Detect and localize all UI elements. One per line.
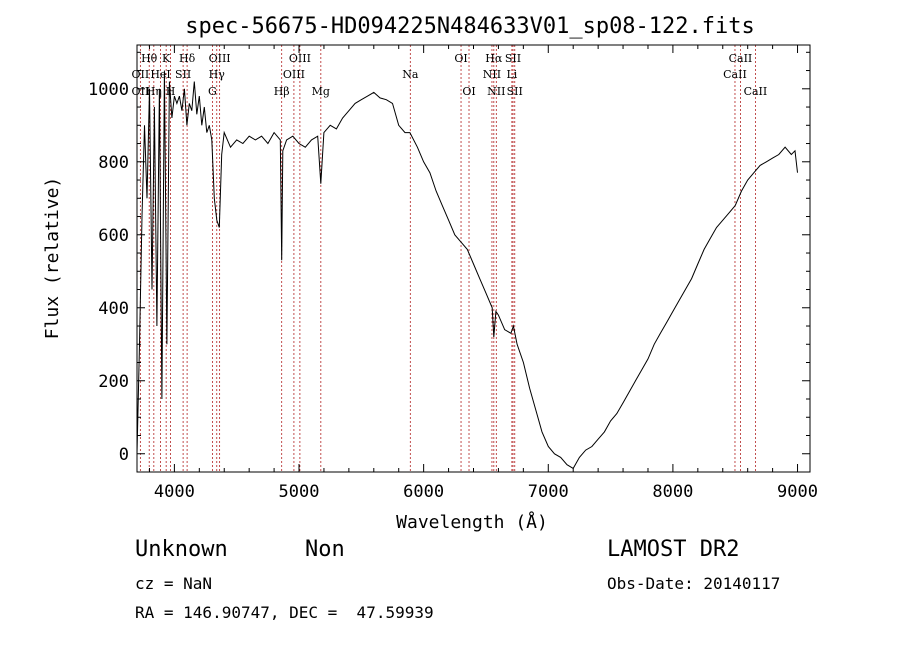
line-label-27: CaII xyxy=(744,85,768,98)
y-tick-label-1: 200 xyxy=(98,372,129,392)
line-label-1: OII xyxy=(132,85,150,98)
line-label-26: CaII xyxy=(723,68,747,81)
observation-date: Obs-Date: 20140117 xyxy=(607,574,781,593)
x-tick-label-1: 5000 xyxy=(279,482,320,502)
line-label-19: Hα xyxy=(485,52,503,65)
line-label-17: OI xyxy=(454,52,467,65)
line-label-14: OIII xyxy=(289,52,311,65)
y-tick-label-4: 800 xyxy=(98,153,129,173)
y-axis-ticks: 0 200 400 600 800 1000 xyxy=(88,51,810,465)
survey-name: LAMOST DR2 xyxy=(607,537,740,562)
spectrum-line xyxy=(136,70,798,470)
x-tick-label-4: 8000 xyxy=(652,482,693,502)
line-label-16: Na xyxy=(402,68,419,81)
x-tick-label-3: 7000 xyxy=(528,482,569,502)
x-tick-label-0: 4000 xyxy=(154,482,195,502)
x-tick-label-5: 9000 xyxy=(777,482,818,502)
ra-dec-coordinates: RA = 146.90747, DEC = 47.59939 xyxy=(135,603,434,622)
line-label-5: K xyxy=(162,52,171,65)
spectral-line-markers xyxy=(139,45,756,472)
line-label-12: Hβ xyxy=(274,85,290,98)
line-label-7: SII xyxy=(175,68,191,81)
redshift-cz: cz = NaN xyxy=(135,574,213,593)
y-tick-label-5: 1000 xyxy=(88,80,129,100)
line-label-23: Li xyxy=(506,68,517,81)
line-label-13: OIII xyxy=(283,68,305,81)
x-tick-label-2: 6000 xyxy=(403,482,444,502)
line-label-0: OII xyxy=(132,68,150,81)
y-tick-label-2: 400 xyxy=(98,299,129,319)
line-label-2: Hθ xyxy=(141,52,158,65)
line-label-22: SII xyxy=(505,52,521,65)
line-label-4: HeI xyxy=(150,68,170,81)
x-axis-label: Wavelength (Å) xyxy=(396,511,548,533)
line-label-8: Hδ xyxy=(179,52,196,65)
spectral-subclass: Non xyxy=(305,537,345,562)
line-label-9: Hγ xyxy=(209,68,226,81)
line-label-24: SII xyxy=(507,85,523,98)
line-label-18: OI xyxy=(462,85,475,98)
spectral-class: Unknown xyxy=(135,537,228,562)
line-label-15: Mg xyxy=(312,85,330,98)
y-tick-label-3: 600 xyxy=(98,226,129,246)
spectral-line-labels: OIIOIIHθHηHeIKHSIIHδHγGOIIIHβOIIIOIIIMgN… xyxy=(132,52,768,98)
line-label-20: NII xyxy=(483,68,501,81)
y-axis-label: Flux (relative) xyxy=(42,177,63,340)
line-label-10: G xyxy=(208,85,217,98)
chart-title: spec-56675-HD094225N484633V01_sp08-122.f… xyxy=(185,14,755,39)
line-label-25: CaII xyxy=(729,52,753,65)
x-axis-ticks: 4000 5000 6000 7000 8000 9000 xyxy=(148,45,818,502)
plot-frame xyxy=(136,44,811,473)
line-label-11: OIII xyxy=(209,52,231,65)
line-label-21: NII xyxy=(487,85,505,98)
y-tick-label-0: 0 xyxy=(119,445,129,465)
